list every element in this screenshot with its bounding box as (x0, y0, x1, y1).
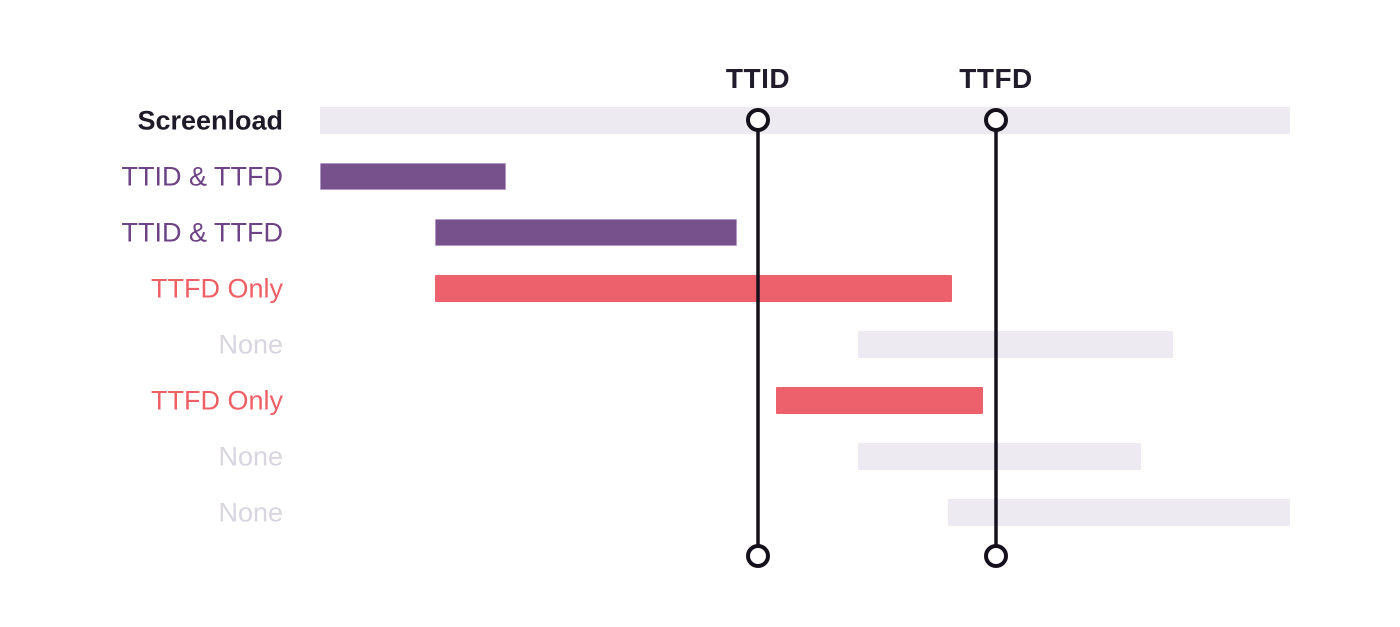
marker-label-ttfd: TTFD (959, 63, 1033, 94)
marker-bottom-circle-ttid (746, 544, 770, 568)
row-label: None (218, 497, 283, 527)
marker-label-ttid: TTID (725, 63, 791, 94)
row-label: TTID & TTFD (121, 161, 284, 191)
row-label: TTFD Only (151, 385, 283, 415)
span-bar-gray (858, 331, 1173, 358)
span-bar-gray (948, 499, 1290, 526)
span-bar-red (776, 387, 983, 414)
marker-bottom-circle-ttfd (984, 544, 1008, 568)
span-bar-gray (320, 107, 1290, 134)
row-label: Screenload (137, 105, 283, 135)
row-label: None (218, 441, 283, 471)
row-label: TTFD Only (151, 273, 283, 303)
span-bar-red (435, 275, 952, 302)
span-bar-purple (320, 163, 506, 190)
row-label: TTID & TTFD (121, 217, 284, 247)
span-bar-purple (435, 219, 737, 246)
row-label: None (218, 329, 283, 359)
span-bar-gray (858, 443, 1141, 470)
